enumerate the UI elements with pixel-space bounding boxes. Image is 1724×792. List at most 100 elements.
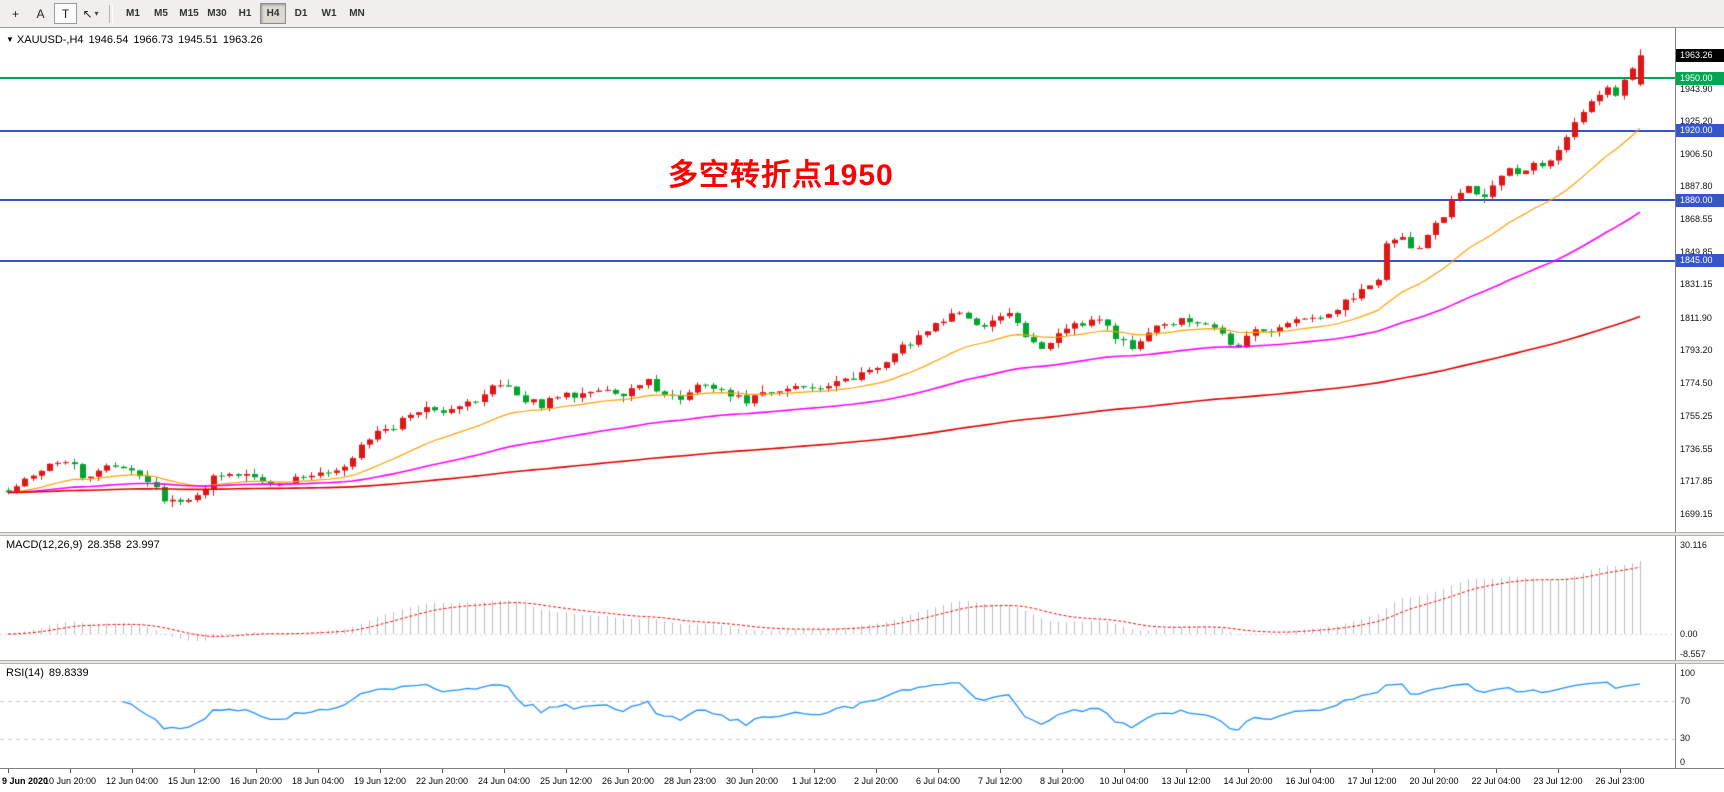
- time-axis-label: 8 Jul 20:00: [1039, 776, 1085, 786]
- time-axis-label: 7 Jul 12:00: [977, 776, 1023, 786]
- price-axis-label: 1925.20: [1680, 116, 1713, 126]
- timeframe-m15-button[interactable]: M15: [179, 8, 199, 19]
- price-tag-1845.00: 1845.00: [1676, 254, 1724, 268]
- time-axis-label: 25 Jun 12:00: [539, 776, 593, 786]
- time-tick: [1062, 769, 1063, 773]
- rsi-axis-label: 0: [1680, 757, 1686, 767]
- panel-splitter[interactable]: [0, 532, 1724, 536]
- price-axis-label: 1717.85: [1680, 476, 1713, 487]
- timeframe-w1-button[interactable]: W1: [321, 8, 337, 19]
- time-tick: [628, 769, 629, 773]
- price-tag-1880.00: 1880.00: [1676, 193, 1724, 207]
- ohlc-open: 1946.54: [88, 34, 129, 46]
- macd-canvas[interactable]: [0, 536, 1676, 660]
- price-axis-label: 1736.55: [1680, 443, 1713, 454]
- timeframe-d1-button[interactable]: D1: [294, 8, 308, 19]
- price-axis-label: 1811.90: [1680, 312, 1712, 323]
- price-panel: ▼ XAUUSD-,H4 1946.54 1966.73 1945.51 1963.26 …: [0, 28, 1724, 532]
- rsi-header: RSI(14) 89.8339: [6, 667, 94, 679]
- price-axis-label: 1831.15: [1680, 279, 1713, 290]
- rsi-axis-label: 100: [1680, 667, 1696, 678]
- time-axis[interactable]: 9 Jun 2020 10 Jun 20:00 12 Jun 04:00 15 Jun…: [0, 768, 1724, 792]
- timeframe-m1-button[interactable]: M1: [126, 8, 140, 19]
- letter-a-icon: A: [36, 6, 45, 21]
- ohlc-low: 1945.51: [178, 34, 218, 46]
- price-axis-label: 1943.90: [1680, 83, 1713, 94]
- time-axis-label: 26 Jun 20:00: [601, 776, 655, 786]
- time-axis-label: 16 Jun 20:00: [229, 776, 283, 786]
- ohlc-close: 1963.26: [222, 34, 263, 46]
- price-axis-label: 1699.15: [1680, 508, 1713, 519]
- timeframe-h4-button[interactable]: H4: [260, 3, 286, 24]
- macd-main-value: 28.358: [87, 539, 122, 551]
- time-tick: [318, 769, 319, 773]
- time-axis-label: 20 Jul 20:00: [1409, 776, 1459, 786]
- time-tick: [1310, 769, 1311, 773]
- toolbar: + A T ↖ ▾ M1 M5 M15 M30 H1 H4 D1 W1 MN: [0, 0, 1724, 28]
- time-tick: [1434, 769, 1435, 773]
- ohlc-high: 1966.73: [133, 34, 174, 46]
- letter-t-icon: T: [61, 6, 70, 21]
- price-axis-label: 1755.25: [1680, 411, 1713, 422]
- rsi-panel: RSI(14) 89.8339 100 70 30 0: [0, 664, 1724, 768]
- price-tag-1920.00: 1920.00: [1676, 124, 1724, 138]
- time-axis-label: 2 Jul 20:00: [853, 776, 899, 786]
- price-axis-label: 1793.20: [1680, 345, 1713, 356]
- chevron-down-icon: ▾: [94, 9, 99, 18]
- time-axis-label: 23 Jul 12:00: [1533, 776, 1583, 786]
- time-tick: [1620, 769, 1621, 773]
- time-axis-label: 17 Jul 12:00: [1347, 776, 1397, 786]
- time-axis-label: 24 Jun 04:00: [477, 776, 531, 786]
- rsi-axis: 100 70 30 0: [1675, 664, 1724, 768]
- timeframe-group: M1 M5 M15 M30 H1 H4 D1 W1 MN: [119, 3, 371, 24]
- chart-ohlc-header: ▼ XAUUSD-,H4 1946.54 1966.73 1945.51 1963.26: [6, 34, 268, 46]
- timeframe-h1-button[interactable]: H1: [238, 8, 252, 19]
- rsi-canvas[interactable]: [0, 664, 1676, 768]
- crosshair-button[interactable]: +: [4, 3, 27, 24]
- timeframe-m30-button[interactable]: M30: [207, 8, 227, 19]
- time-axis-label: 28 Jun 23:00: [663, 776, 717, 786]
- time-axis-label: 13 Jul 12:00: [1161, 776, 1211, 786]
- time-tick: [256, 769, 257, 773]
- time-axis-label: 6 Jul 04:00: [915, 776, 961, 786]
- time-axis-label: 1 Jul 12:00: [791, 776, 837, 786]
- time-tick: [1558, 769, 1559, 773]
- chart-menu-icon[interactable]: ▼: [6, 35, 14, 44]
- price-tag-1950.00: 1950.00: [1676, 71, 1724, 85]
- rsi-axis-label: 70: [1680, 695, 1691, 706]
- time-axis-label: 30 Jun 20:00: [725, 776, 779, 786]
- time-tick: [1372, 769, 1373, 773]
- cursor-tool-button[interactable]: ↖ ▾: [79, 3, 102, 24]
- time-tick: [504, 769, 505, 773]
- price-axis: 1943.90 1925.20 1906.50 1887.80 1868.55 1849.…: [1675, 28, 1724, 532]
- toolbar-separator: [109, 4, 113, 23]
- macd-axis-label: 30.116: [1680, 539, 1707, 550]
- timeframe-mn-button[interactable]: MN: [349, 8, 365, 19]
- text-a-button[interactable]: A: [29, 3, 52, 24]
- time-tick: [1496, 769, 1497, 773]
- timeframe-m5-button[interactable]: M5: [154, 8, 168, 19]
- chart-text-annotation[interactable]: 多空转折点1950: [668, 159, 894, 192]
- time-axis-label: 15 Jun 12:00: [167, 776, 221, 786]
- price-axis-label: 1774.50: [1680, 377, 1713, 388]
- time-tick: [752, 769, 753, 773]
- time-axis-label: 18 Jun 04:00: [291, 776, 345, 786]
- text-label-button[interactable]: T: [54, 3, 77, 24]
- time-tick: [876, 769, 877, 773]
- macd-axis-label: 0.00: [1680, 628, 1698, 639]
- cursor-icon: ↖: [82, 6, 93, 21]
- time-tick: [690, 769, 691, 773]
- rsi-value: 89.8339: [48, 667, 89, 679]
- panel-splitter-2[interactable]: [0, 660, 1724, 664]
- time-axis-label: 10 Jun 20:00: [43, 776, 97, 786]
- price-chart-canvas[interactable]: [0, 28, 1676, 532]
- macd-name: MACD(12,26,9): [6, 539, 83, 551]
- time-tick: [1124, 769, 1125, 773]
- price-axis-label: 1906.50: [1680, 148, 1713, 159]
- time-axis-label: 16 Jul 04:00: [1285, 776, 1335, 786]
- time-axis-label: 12 Jun 04:00: [105, 776, 159, 786]
- current-price-tag: 1963.26: [1676, 48, 1724, 62]
- symbol-title: XAUUSD-,H4: [16, 34, 84, 46]
- time-axis-label: 9 Jun 2020: [2, 776, 49, 786]
